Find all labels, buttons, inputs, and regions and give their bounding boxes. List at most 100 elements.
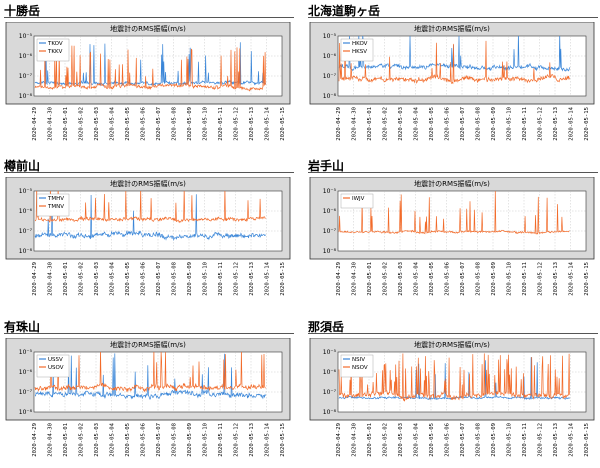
title-underline	[4, 172, 294, 173]
chart-title: 地震計のRMS振幅(m/s)	[110, 340, 186, 349]
legend: TKOV TKKV	[36, 38, 70, 62]
x-tick-label: 2020-05-14	[265, 422, 271, 456]
x-tick-label: 2020-05-11	[522, 262, 528, 296]
legend: USSV USOV	[36, 354, 70, 378]
series-line-tmhv	[34, 194, 266, 241]
station-title: 北海道駒ヶ岳	[308, 4, 381, 18]
y-tick-label: 10⁻⁵	[19, 188, 33, 195]
y-tick-label: 10⁻⁶	[323, 208, 337, 215]
panel-iwatesan: 岩手山 地震計のRMS振幅(m/s) 10⁻⁵ 10⁻⁶ 10⁻⁷ 10⁻⁸ 2020-0…	[308, 157, 598, 307]
x-tick-label: 2020-05-08	[172, 422, 178, 456]
x-tick-label: 2020-05-10	[507, 107, 513, 141]
x-tick-label: 2020-05-12	[538, 423, 544, 457]
x-tick-label: 2020-05-14	[569, 261, 575, 295]
rms-chart-nasudake: 地震計のRMS振幅(m/s) 10⁻⁵ 10⁻⁶ 10⁻⁷ 10⁻⁸ 2020-04-29…	[309, 338, 595, 457]
x-tick-label: 2020-05-01	[367, 107, 373, 141]
x-tick-label: 2020-05-11	[522, 423, 528, 457]
x-tick-label: 2020-05-05	[125, 262, 131, 296]
x-tick-label: 2020-04-29	[336, 423, 342, 457]
station-title: 十勝岳	[4, 4, 41, 18]
x-tick-label: 2020-05-04	[110, 106, 116, 140]
y-tick-label: 10⁻⁶	[19, 208, 33, 215]
x-tick-label: 2020-05-13	[553, 423, 559, 457]
series-line-hkov	[338, 36, 570, 72]
x-tick-label: 2020-04-30	[48, 107, 54, 141]
y-tick-label: 10⁻⁸	[323, 248, 337, 255]
y-tick-label: 10⁻⁷	[323, 228, 337, 235]
x-tick-label: 2020-05-13	[553, 107, 559, 141]
x-tick-label: 2020-04-30	[352, 262, 358, 296]
x-tick-label: 2020-05-06	[141, 107, 147, 141]
x-tick-label: 2020-05-03	[398, 107, 404, 141]
legend-label: NSIV	[352, 357, 365, 363]
legend-box	[340, 38, 374, 62]
rms-chart-tarumaesan: 地震計のRMS振幅(m/s) 10⁻⁵ 10⁻⁶ 10⁻⁷ 10⁻⁸ 2020-04-29…	[5, 177, 291, 296]
x-tick-label: 2020-05-11	[218, 107, 224, 141]
x-tick-label: 2020-05-11	[218, 262, 224, 296]
x-tick-label: 2020-05-08	[476, 106, 482, 140]
chart-title: 地震計のRMS振幅(m/s)	[414, 24, 490, 33]
x-tick-label: 2020-04-30	[352, 423, 358, 457]
title-underline	[308, 172, 598, 173]
panel-nasudake: 那須岳 地震計のRMS振幅(m/s) 10⁻⁵ 10⁻⁶ 10⁻⁷ 10⁻⁸ 2020-0…	[308, 318, 598, 468]
x-tick-label: 2020-05-14	[569, 106, 575, 140]
x-tick-label: 2020-05-04	[414, 261, 420, 295]
x-tick-label: 2020-05-11	[522, 107, 528, 141]
x-tick-label: 2020-05-13	[249, 262, 255, 296]
x-tick-label: 2020-05-03	[94, 107, 100, 141]
x-tick-label: 2020-05-02	[79, 262, 85, 296]
x-tick-label: 2020-05-02	[383, 262, 389, 296]
x-tick-label: 2020-05-03	[398, 262, 404, 296]
legend-label: TKOV	[47, 41, 63, 47]
x-tick-label: 2020-05-03	[94, 262, 100, 296]
x-tick-label: 2020-05-02	[79, 423, 85, 457]
x-tick-label: 2020-05-12	[234, 423, 240, 457]
x-tick-label: 2020-05-07	[460, 107, 466, 141]
y-tick-label: 10⁻⁷	[323, 389, 337, 396]
x-tick-label: 2020-05-09	[187, 262, 193, 296]
x-tick-label: 2020-05-09	[187, 107, 193, 141]
x-tick-label: 2020-05-15	[280, 423, 286, 457]
panel-usuzan: 有珠山 地震計のRMS振幅(m/s) 10⁻⁵ 10⁻⁶ 10⁻⁷ 10⁻⁸ 2020-0…	[4, 318, 294, 468]
x-tick-label: 2020-05-02	[383, 423, 389, 457]
x-tick-label: 2020-05-12	[234, 107, 240, 141]
legend: IWJV	[340, 193, 374, 209]
series-line-ussv	[34, 353, 266, 400]
y-tick-label: 10⁻⁸	[323, 409, 337, 416]
legend-label: TMHV	[47, 196, 64, 202]
station-title: 樽前山	[4, 159, 41, 173]
legend-box	[36, 38, 70, 62]
y-tick-label: 10⁻⁵	[323, 349, 337, 356]
station-title: 岩手山	[308, 159, 345, 173]
x-tick-label: 2020-05-05	[429, 107, 435, 141]
x-tick-label: 2020-05-12	[234, 262, 240, 296]
legend-box	[36, 354, 70, 378]
x-tick-label: 2020-04-29	[32, 262, 38, 296]
title-underline	[4, 333, 294, 334]
y-tick-label: 10⁻⁵	[323, 33, 337, 40]
x-tick-label: 2020-05-14	[265, 261, 271, 295]
series-line-nsov	[338, 353, 570, 402]
x-tick-label: 2020-05-07	[156, 423, 162, 457]
x-tick-label: 2020-05-06	[445, 107, 451, 141]
title-underline	[308, 333, 598, 334]
x-tick-label: 2020-05-10	[507, 423, 513, 457]
x-tick-label: 2020-05-10	[203, 107, 209, 141]
legend-label: HKOV	[352, 41, 368, 47]
rms-chart-iwatesan: 地震計のRMS振幅(m/s) 10⁻⁵ 10⁻⁶ 10⁻⁷ 10⁻⁸ 2020-04-29…	[309, 177, 595, 296]
x-tick-label: 2020-05-10	[203, 262, 209, 296]
series-line-tmnv	[34, 191, 266, 224]
x-tick-label: 2020-05-04	[110, 422, 116, 456]
y-tick-label: 10⁻⁷	[19, 73, 33, 80]
legend-label: HKSV	[352, 49, 367, 55]
chart-title: 地震計のRMS振幅(m/s)	[110, 179, 186, 188]
x-tick-label: 2020-04-30	[48, 262, 54, 296]
y-tick-label: 10⁻⁵	[323, 188, 337, 195]
rms-chart-komagatake: 地震計のRMS振幅(m/s) 10⁻⁵ 10⁻⁶ 10⁻⁷ 10⁻⁸ 2020-04-29…	[309, 22, 595, 141]
x-tick-label: 2020-05-12	[538, 107, 544, 141]
x-tick-label: 2020-05-09	[491, 423, 497, 457]
station-title: 有珠山	[4, 320, 41, 334]
legend-label: USOV	[48, 365, 64, 371]
x-tick-label: 2020-05-05	[429, 262, 435, 296]
x-tick-label: 2020-05-08	[476, 261, 482, 295]
